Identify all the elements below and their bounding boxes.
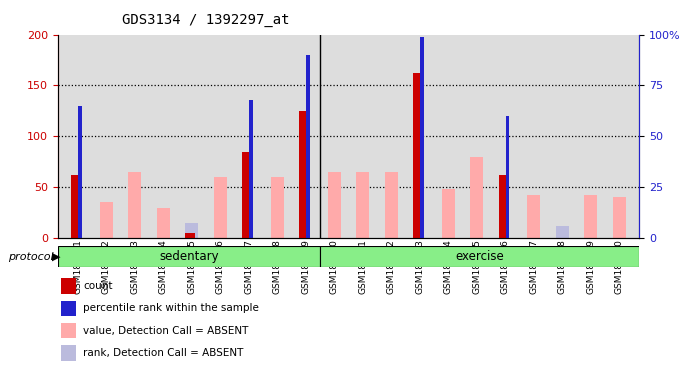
- Bar: [271, 177, 284, 238]
- Text: protocol: protocol: [8, 252, 54, 262]
- Bar: [186, 233, 194, 238]
- Text: ▶: ▶: [52, 252, 60, 262]
- Text: sedentary: sedentary: [159, 250, 219, 263]
- Bar: [413, 73, 422, 238]
- Bar: [157, 207, 170, 238]
- Bar: [420, 36, 424, 238]
- Text: count: count: [83, 281, 112, 291]
- Bar: [328, 172, 341, 238]
- Bar: [243, 152, 252, 238]
- Text: exercise: exercise: [455, 250, 504, 263]
- Bar: [613, 197, 626, 238]
- Bar: [320, 246, 639, 267]
- Bar: [186, 226, 198, 238]
- Bar: [307, 55, 309, 238]
- Bar: [214, 177, 226, 238]
- Bar: [299, 111, 309, 238]
- Text: GDS3134 / 1392297_at: GDS3134 / 1392297_at: [122, 13, 290, 27]
- Text: percentile rank within the sample: percentile rank within the sample: [83, 303, 259, 313]
- Bar: [471, 157, 483, 238]
- Bar: [442, 189, 455, 238]
- Bar: [186, 223, 198, 238]
- Bar: [385, 172, 398, 238]
- Text: value, Detection Call = ABSENT: value, Detection Call = ABSENT: [83, 326, 248, 336]
- Bar: [356, 172, 369, 238]
- Bar: [250, 100, 253, 238]
- Bar: [499, 175, 508, 238]
- Bar: [100, 202, 113, 238]
- Bar: [527, 195, 540, 238]
- Bar: [129, 172, 141, 238]
- Bar: [556, 226, 568, 238]
- Bar: [71, 175, 81, 238]
- Bar: [556, 228, 568, 238]
- Text: rank, Detection Call = ABSENT: rank, Detection Call = ABSENT: [83, 348, 243, 358]
- Bar: [58, 246, 320, 267]
- Bar: [78, 106, 82, 238]
- Bar: [584, 195, 597, 238]
- Bar: [506, 116, 509, 238]
